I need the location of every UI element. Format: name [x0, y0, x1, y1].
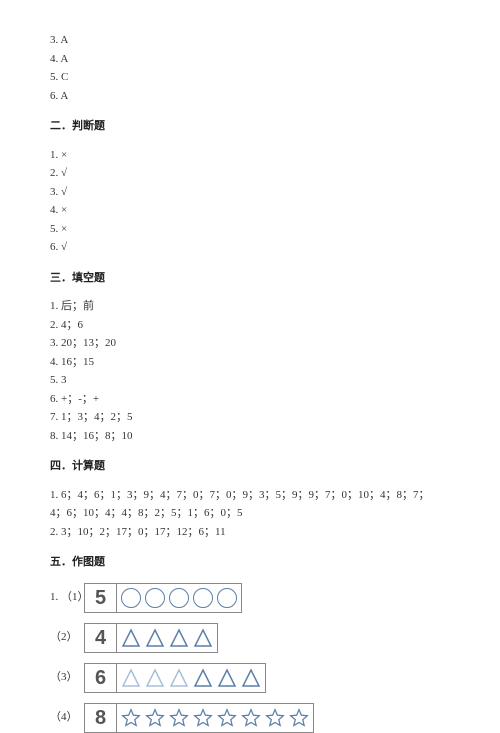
circle-icon: [217, 588, 237, 608]
star-icon: [145, 708, 165, 728]
shape-container: [117, 704, 313, 732]
section1-answer: 6. A: [50, 88, 450, 105]
section2-heading: 二．判断题: [50, 118, 450, 135]
triangle-icon: [121, 628, 141, 648]
circle-icon: [193, 588, 213, 608]
section1-answer: 3. A: [50, 32, 450, 49]
section3-answer: 8. 14；16；8；10: [50, 428, 450, 445]
drawing-number: 8: [85, 704, 117, 732]
section3-answer: 1. 后；前: [50, 298, 450, 315]
section2-answer: 6. √: [50, 239, 450, 256]
star-icon: [241, 708, 261, 728]
section2-answers: 1. ×2. √ 3. √4. × 5. ×6. √: [50, 147, 450, 256]
drawing-row-label: （4）: [50, 709, 84, 726]
drawing-row: 1. （1）5: [50, 583, 450, 613]
drawing-number: 4: [85, 624, 117, 652]
star-icon: [265, 708, 285, 728]
section3-answer: 6. +；-；+: [50, 391, 450, 408]
section2-answer: 4. ×: [50, 202, 450, 219]
drawing-row: （4）8: [50, 703, 450, 733]
section4-heading: 四．计算题: [50, 458, 450, 475]
section5-drawings: 1. （1）5（2）4（3）6（4）8: [50, 583, 450, 733]
circle-icon: [145, 588, 165, 608]
triangle-icon: [217, 668, 237, 688]
section2-answer: 5. ×: [50, 221, 450, 238]
drawing-row: （2）4: [50, 623, 450, 653]
section1-answer: 5. C: [50, 69, 450, 86]
triangle-icon: [169, 628, 189, 648]
section3-heading: 三．填空题: [50, 270, 450, 287]
triangle-icon: [241, 668, 261, 688]
triangle-icon: [193, 628, 213, 648]
section3-answer: 7. 1；3；4；2；5: [50, 409, 450, 426]
section5-heading: 五．作图题: [50, 554, 450, 571]
triangle-icon: [121, 668, 141, 688]
drawing-number: 5: [85, 584, 117, 612]
section1-answers: 3. A 4. A5. C 6. A: [50, 32, 450, 104]
drawing-row-label: （3）: [50, 669, 84, 686]
drawing-box: 8: [84, 703, 314, 733]
shape-container: [117, 664, 265, 692]
triangle-icon: [145, 628, 165, 648]
triangle-icon: [169, 668, 189, 688]
star-icon: [169, 708, 189, 728]
shape-container: [117, 624, 217, 652]
section3-answer: 4. 16；15: [50, 354, 450, 371]
star-icon: [289, 708, 309, 728]
section4-answer: 1. 6；4；6；1；3；9；4；7；0；7；0；9；3；5；9；9；7；0；1…: [50, 487, 450, 504]
section2-answer: 1. ×: [50, 147, 450, 164]
shape-container: [117, 584, 241, 612]
star-icon: [193, 708, 213, 728]
section4-answer: 4；6；10；4；4；8；2；5；1；6；0；5: [50, 505, 450, 522]
section2-answer: 2. √: [50, 165, 450, 182]
triangle-icon: [145, 668, 165, 688]
star-icon: [121, 708, 141, 728]
section1-answer: 4. A: [50, 51, 450, 68]
circle-icon: [169, 588, 189, 608]
star-icon: [217, 708, 237, 728]
section3-answer: 3. 20；13；20: [50, 335, 450, 352]
section3-answer: 5. 3: [50, 372, 450, 389]
section4-answers: 1. 6；4；6；1；3；9；4；7；0；7；0；9；3；5；9；9；7；0；1…: [50, 487, 450, 541]
circle-icon: [121, 588, 141, 608]
drawing-row: （3）6: [50, 663, 450, 693]
drawing-row-label: （2）: [50, 629, 84, 646]
section3-answers: 1. 后；前 2. 4；63. 20；13；20 4. 16；155. 3 6. +；…: [50, 298, 450, 444]
section3-answer: 2. 4；6: [50, 317, 450, 334]
section2-answer: 3. √: [50, 184, 450, 201]
drawing-number: 6: [85, 664, 117, 692]
section4-answer: 2. 3；10；2；17；0；17；12；6；11: [50, 524, 450, 541]
drawing-row-label: 1. （1）: [50, 589, 84, 606]
triangle-icon: [193, 668, 213, 688]
drawing-box: 6: [84, 663, 266, 693]
drawing-box: 5: [84, 583, 242, 613]
drawing-box: 4: [84, 623, 218, 653]
